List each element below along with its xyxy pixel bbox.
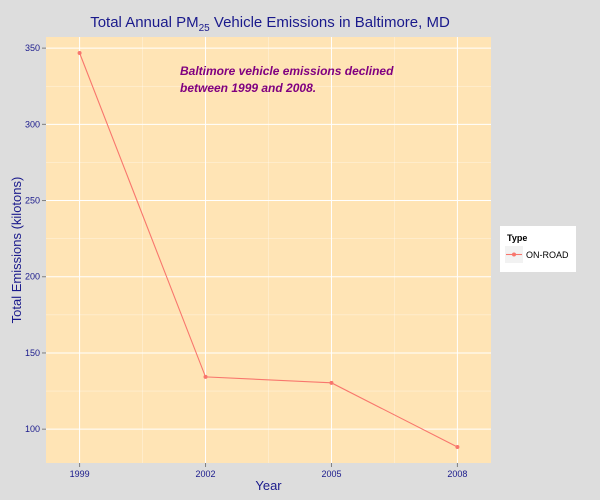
x-tick-label: 2005 xyxy=(321,469,341,479)
major-gridlines xyxy=(46,37,491,463)
y-tick-label: 150 xyxy=(25,348,40,358)
x-tick-label: 1999 xyxy=(70,469,90,479)
x-axis-ticks: 1999 2002 2005 2008 xyxy=(70,463,467,479)
legend-key-point xyxy=(512,252,516,257)
y-axis-ticks: 100 150 200 250 300 350 xyxy=(25,43,46,434)
y-tick-label: 100 xyxy=(25,424,40,434)
chart-title: Total Annual PM25 Vehicle Emissions in B… xyxy=(90,14,450,34)
y-tick-label: 350 xyxy=(25,43,40,53)
data-point xyxy=(329,380,334,385)
series-line-on-road xyxy=(79,52,458,448)
annotation-line-2: between 1999 and 2008. xyxy=(180,81,316,95)
y-tick-label: 250 xyxy=(25,196,40,206)
legend-label-on-road: ON-ROAD xyxy=(526,250,569,260)
x-tick-label: 2008 xyxy=(447,469,467,479)
annotation-line-1: Baltimore vehicle emissions declined xyxy=(180,64,394,78)
series-points-on-road xyxy=(77,51,460,449)
data-point xyxy=(203,374,208,379)
data-point xyxy=(455,444,460,449)
chart-annotation: Baltimore vehicle emissions declined bet… xyxy=(180,64,397,95)
legend-title: Type xyxy=(507,233,527,243)
x-axis-title: Year xyxy=(255,478,282,493)
y-axis-title: Total Emissions (kilotons) xyxy=(9,177,24,324)
y-tick-label: 200 xyxy=(25,272,40,282)
chart-legend: Type ON-ROAD xyxy=(500,226,576,272)
y-tick-label: 300 xyxy=(25,119,40,129)
minor-gridlines xyxy=(46,37,491,463)
x-tick-label: 2002 xyxy=(196,469,216,479)
data-point xyxy=(77,51,82,56)
